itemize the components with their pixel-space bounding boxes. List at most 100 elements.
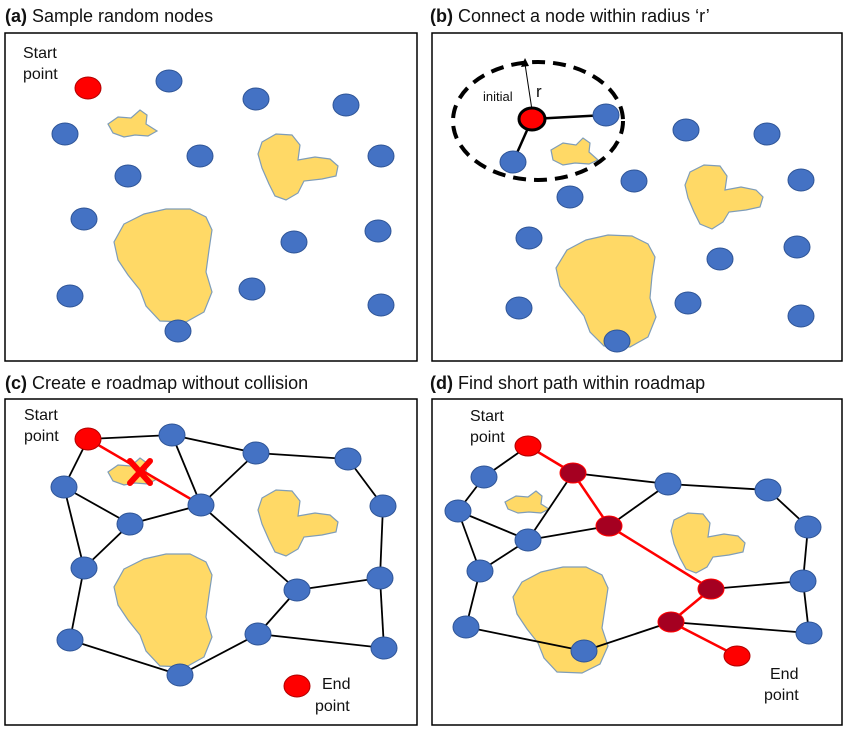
node-dot — [603, 329, 631, 353]
node-dot — [164, 319, 192, 343]
node — [444, 465, 823, 663]
node-dot — [672, 118, 700, 142]
node-dot — [70, 556, 98, 580]
start-label: point — [470, 429, 505, 446]
roadmap-edge-line — [171, 434, 202, 506]
node-dot — [366, 566, 394, 590]
node-dot — [470, 465, 498, 489]
obstacle-shape — [504, 490, 551, 514]
path-node-dot — [595, 515, 623, 537]
node-dot — [754, 478, 782, 502]
endpoint-node — [517, 106, 547, 132]
start-label: point — [23, 66, 58, 83]
obstacle-shape — [684, 164, 764, 230]
start-label: Start — [24, 407, 58, 424]
roadmap-edge-line — [379, 577, 385, 649]
node-dot — [499, 150, 527, 174]
node-dot — [794, 515, 822, 539]
colliding-edge — [87, 437, 202, 507]
obstacle-shape — [113, 553, 213, 668]
roadmap-edge-line — [69, 567, 85, 641]
roadmap-edge-line — [255, 452, 349, 460]
obstacle-shape — [257, 489, 339, 557]
collision-x-mark — [127, 458, 153, 486]
obstacle-shape — [257, 133, 339, 201]
roadmap-edge-line — [179, 633, 259, 676]
node-dot — [620, 169, 648, 193]
node-dot — [332, 93, 360, 117]
node-dot — [56, 284, 84, 308]
panel-d-frame — [431, 398, 843, 726]
node — [51, 69, 395, 343]
radius-label: r — [536, 82, 542, 101]
node-dot — [706, 247, 734, 271]
node-dot — [334, 447, 362, 471]
obstacle-shape — [550, 137, 600, 166]
panel-b-tag: (b) — [430, 6, 453, 26]
endpoint-node — [74, 427, 102, 451]
panel-d-tag: (d) — [430, 373, 453, 393]
node-dot — [787, 304, 815, 328]
obstacle-shape — [113, 208, 213, 323]
start-label: Start — [470, 408, 504, 425]
obstacle — [107, 109, 339, 323]
node-dot — [515, 226, 543, 250]
node-dot — [242, 87, 270, 111]
node-dot — [238, 277, 266, 301]
endpoint-node — [514, 435, 542, 457]
arrow-head — [521, 58, 529, 67]
node-dot — [592, 103, 620, 127]
node-dot — [674, 291, 702, 315]
path-node-dot — [657, 611, 685, 633]
obstacle-shape — [107, 109, 159, 138]
roadmap-edge-line — [527, 472, 574, 541]
panel-c-frame — [4, 398, 418, 726]
node-dot — [114, 164, 142, 188]
node-dot — [570, 639, 598, 663]
roadmap-edge-line — [171, 434, 257, 454]
start-label: point — [24, 428, 59, 445]
start-label: Start — [23, 45, 57, 62]
roadmap-edge-line — [69, 639, 181, 676]
node-dot — [505, 296, 533, 320]
radius-circle — [451, 60, 625, 182]
panel-a: (a) Sample random nodes Start point — [4, 6, 418, 362]
roadmap-edge-line — [87, 434, 173, 440]
roadmap-edge-line — [63, 486, 85, 569]
node — [50, 423, 398, 698]
node-dot — [753, 122, 781, 146]
initial-label: initial — [483, 89, 513, 104]
panel-b-title: (b) Connect a node within radius ‘r’ — [430, 6, 710, 26]
roadmap-edge-line — [670, 621, 810, 634]
node — [499, 103, 815, 353]
node-dot — [369, 494, 397, 518]
node-dot — [556, 185, 584, 209]
roadmap-edge-line — [200, 452, 257, 506]
node-dot — [795, 621, 823, 645]
node-dot — [367, 293, 395, 317]
obstacle — [550, 137, 764, 348]
node-dot — [155, 69, 183, 93]
obstacle-shape — [555, 234, 657, 348]
panel-a-title: (a) Sample random nodes — [5, 6, 213, 26]
roadmap-edge-line — [710, 580, 804, 590]
node-dot — [242, 441, 270, 465]
node-dot — [166, 663, 194, 687]
node-dot — [466, 559, 494, 583]
node-dot — [783, 235, 811, 259]
roadmap-edge-line — [257, 633, 385, 649]
path-node-dot — [559, 462, 587, 484]
node-dot — [452, 615, 480, 639]
roadmap-edge-line — [527, 525, 610, 541]
panel-b: (b) Connect a node within radius ‘r’ init… — [430, 6, 843, 362]
node-dot — [244, 622, 272, 646]
endpoint-node — [74, 76, 102, 100]
roadmap-edge-line — [200, 504, 298, 591]
roadmap-edge-line — [572, 472, 669, 485]
node-dot — [158, 423, 186, 447]
panel-d-title: (d) Find short path within roadmap — [430, 373, 705, 393]
roadmap-edge-line — [296, 577, 381, 591]
node-dot — [51, 122, 79, 146]
end-label: End — [322, 676, 350, 693]
